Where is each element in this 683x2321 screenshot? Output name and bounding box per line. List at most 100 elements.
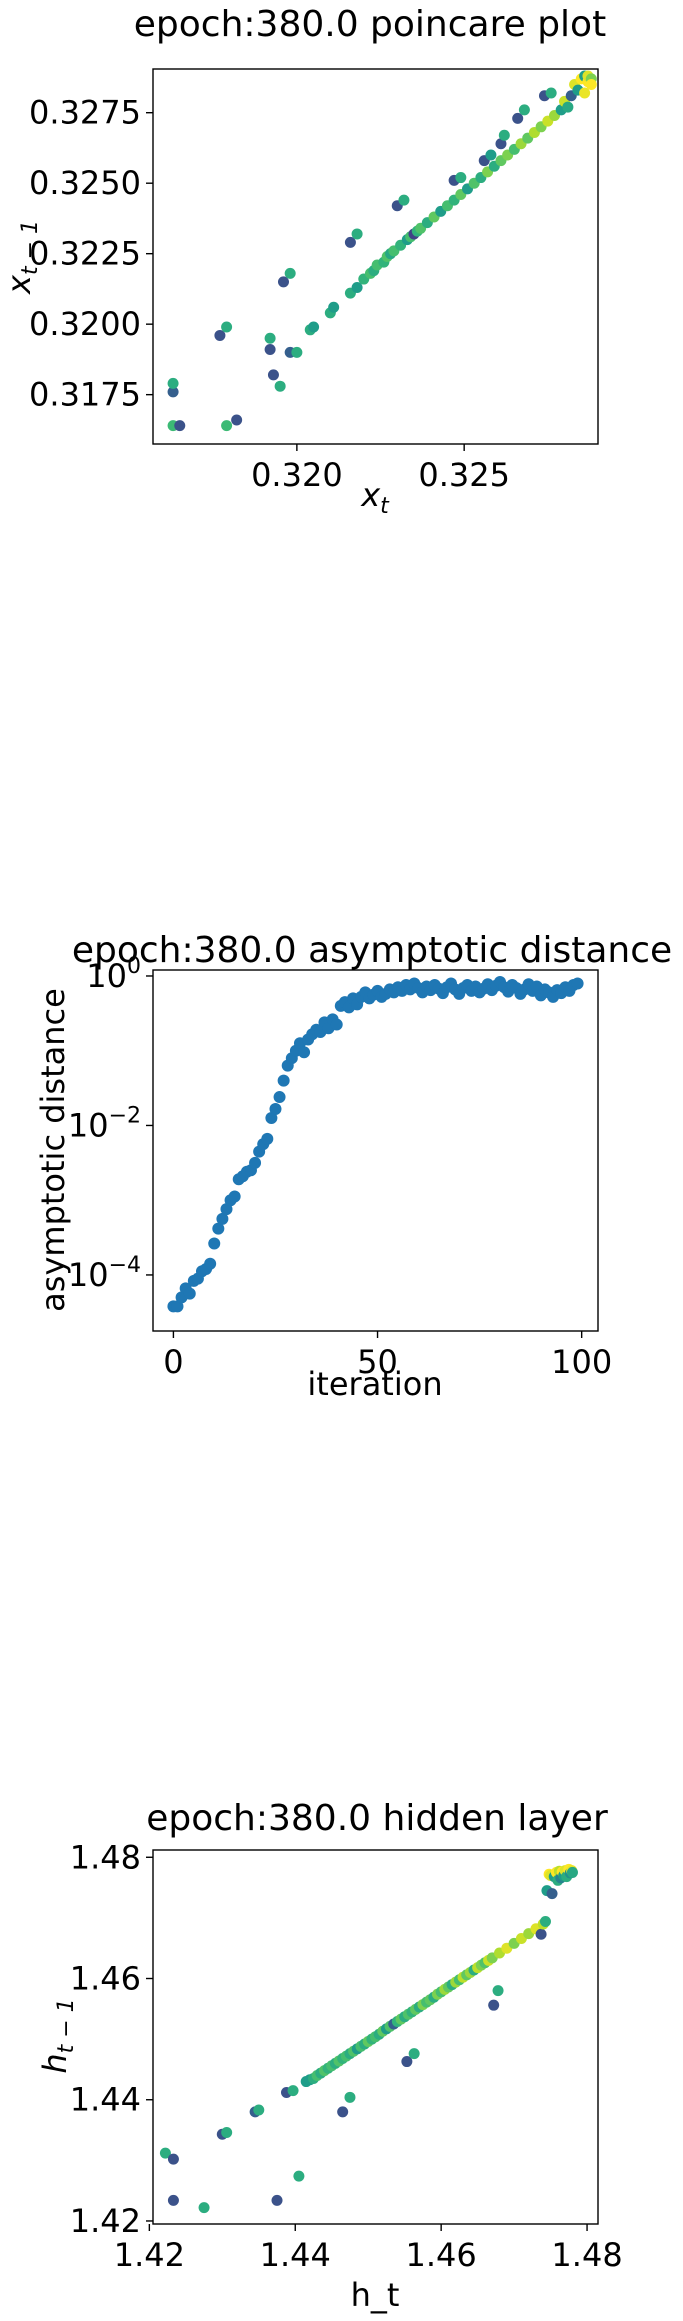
scatter-point: [159, 2147, 171, 2159]
scatter-point: [344, 2091, 356, 2103]
scatter-point: [204, 1257, 217, 1270]
scatter-point: [167, 2153, 179, 2165]
chart1-title: epoch:380.0 poincare plot: [134, 4, 606, 45]
scatter-point: [271, 2194, 283, 2206]
scatter-point: [535, 1928, 547, 1940]
scatter-point: [344, 236, 356, 248]
scatter-point: [495, 138, 507, 150]
scatter-point: [167, 2194, 179, 2206]
scatter-point: [167, 386, 179, 398]
chart3-title: epoch:380.0 hidden layer: [146, 1798, 608, 1839]
scatter-point: [277, 1074, 290, 1087]
scatter-point: [351, 228, 363, 240]
x-tick-label: 0.320: [251, 456, 343, 494]
scatter-point: [261, 1132, 274, 1145]
chart1-x-axis-label: xt: [360, 476, 390, 519]
scatter-point: [228, 1190, 241, 1203]
scatter-point: [264, 332, 276, 344]
y-tick-label: 1.46: [70, 1960, 141, 1998]
y-tick-label: 0.3250: [29, 164, 141, 202]
scatter-point: [546, 1888, 558, 1900]
scatter-point: [485, 149, 497, 161]
hidden-layer-chart: epoch:380.0 hidden layer 1.42 1.44 1.46 1.4…: [36, 1798, 623, 2314]
chart1-y-axis-label: xt − 1: [0, 220, 43, 295]
scatter-point: [398, 194, 410, 206]
chart3-y-ticks: 1.42 1.44 1.46 1.48: [70, 1838, 153, 2240]
y-tick-label: 0.3175: [29, 376, 141, 414]
scatter-point: [579, 87, 591, 99]
scatter-point: [284, 267, 296, 279]
scatter-point: [214, 329, 226, 341]
scatter-point: [198, 2202, 210, 2214]
scatter-point: [308, 321, 320, 333]
scatter-point: [171, 1300, 184, 1313]
chart1-x-ticks: 0.320 0.325: [251, 444, 510, 494]
scatter-point: [277, 276, 289, 288]
chart2-y-ticks: 10−4 10−2 100: [68, 954, 153, 1294]
y-tick-label: 1.42: [70, 2202, 141, 2240]
scatter-point: [518, 104, 530, 116]
y-tick-label: 0.3200: [29, 305, 141, 343]
scatter-point: [265, 1111, 278, 1124]
scatter-point: [273, 1091, 286, 1104]
x-tick-label: 50: [357, 1343, 398, 1381]
x-tick-label: 1.42: [114, 2236, 185, 2274]
scatter-point: [488, 1999, 500, 2011]
scatter-point: [249, 1156, 262, 1169]
scatter-point: [512, 112, 524, 124]
poincare-plot-chart: epoch:380.0 poincare plot 0.320 0.325 0.3…: [0, 4, 606, 519]
scatter-point: [221, 420, 233, 432]
chart3-frame: [152, 1849, 599, 2225]
scatter-point: [167, 377, 179, 389]
scatter-point: [562, 101, 574, 113]
scatter-point: [291, 346, 303, 358]
scatter-point: [212, 1222, 225, 1235]
scatter-point: [253, 2104, 265, 2116]
scatter-point: [220, 1203, 233, 1216]
chart2-frame: [152, 969, 599, 1332]
chart3-y-axis-label: ht − 1: [36, 1998, 79, 2073]
y-tick-label: 100: [86, 954, 141, 995]
scatter-point: [274, 380, 286, 392]
scatter-point: [264, 344, 276, 356]
chart2-x-ticks: 0 50 100: [163, 1331, 612, 1381]
x-tick-label: 1.44: [260, 2236, 331, 2274]
chart3-points: [159, 1863, 578, 2214]
y-tick-label: 0.3225: [29, 235, 141, 273]
scatter-point: [337, 2106, 349, 2118]
scatter-point: [545, 87, 557, 99]
asymptotic-distance-chart: epoch:380.0 asymptotic distance 0 50 100 1…: [34, 930, 672, 1403]
x-tick-label: 100: [551, 1343, 612, 1381]
chart2-points: [167, 975, 584, 1313]
y-tick-label: 0.3275: [29, 94, 141, 132]
scatter-point: [216, 1212, 229, 1225]
y-tick-label: 1.44: [70, 2081, 141, 2119]
scatter-point: [328, 301, 340, 313]
scatter-point: [231, 414, 243, 426]
x-tick-label: 1.46: [406, 2236, 477, 2274]
scatter-point: [269, 1103, 282, 1116]
scatter-point: [408, 2048, 420, 2060]
x-tick-label: 1.48: [551, 2236, 622, 2274]
scatter-point: [566, 1866, 578, 1878]
x-tick-label: 0: [163, 1343, 183, 1381]
scatter-point: [455, 172, 467, 184]
scatter-point: [174, 420, 186, 432]
y-tick-label: 1.48: [70, 1838, 141, 1876]
scatter-point: [585, 79, 597, 91]
x-tick-label: 0.325: [418, 456, 510, 494]
scatter-point: [351, 282, 363, 294]
chart1-y-ticks: 0.3175 0.3200 0.3225 0.3250 0.3275: [29, 94, 153, 414]
scatter-point: [267, 369, 279, 381]
scatter-point: [183, 1287, 196, 1300]
chart3-x-axis-label: h_t: [351, 2276, 400, 2314]
scatter-point: [492, 1985, 504, 1997]
scatter-point: [298, 1046, 311, 1059]
scatter-point: [539, 1916, 551, 1928]
scatter-point: [498, 129, 510, 141]
scatter-point: [221, 321, 233, 333]
chart1-points: [167, 70, 597, 432]
scatter-point: [293, 2170, 305, 2182]
scatter-point: [571, 977, 584, 990]
scatter-point: [221, 2126, 233, 2138]
